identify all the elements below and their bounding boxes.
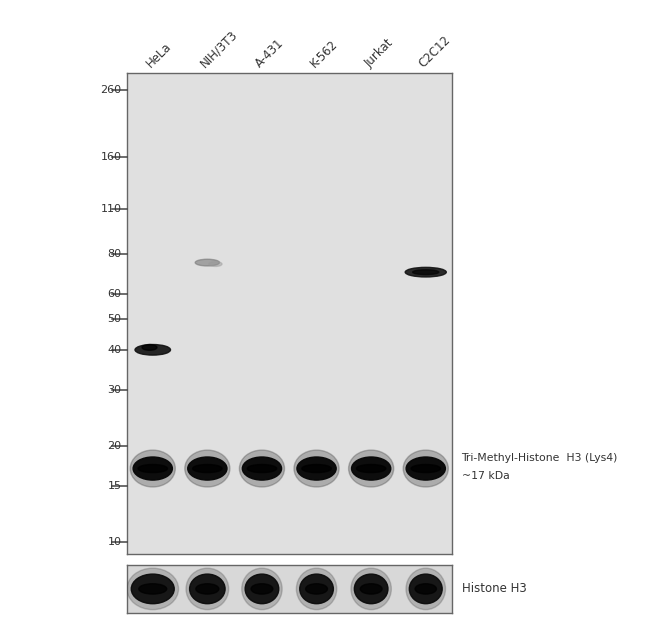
Ellipse shape (139, 583, 166, 594)
Ellipse shape (138, 464, 168, 473)
Ellipse shape (196, 583, 219, 594)
Text: 260: 260 (100, 85, 122, 95)
Ellipse shape (415, 583, 436, 594)
Text: HeLa: HeLa (144, 40, 174, 70)
Ellipse shape (209, 262, 222, 266)
Text: ~17 kDa: ~17 kDa (462, 471, 509, 481)
Ellipse shape (133, 457, 172, 480)
Text: Jurkat: Jurkat (362, 36, 396, 70)
Ellipse shape (413, 269, 439, 275)
Ellipse shape (302, 464, 332, 473)
Text: 60: 60 (107, 289, 122, 299)
Ellipse shape (245, 574, 279, 604)
Text: NIH/3T3: NIH/3T3 (198, 28, 240, 70)
Ellipse shape (406, 457, 445, 480)
Ellipse shape (352, 457, 391, 480)
Text: 80: 80 (107, 248, 122, 259)
Text: 110: 110 (101, 204, 122, 215)
Text: 50: 50 (107, 314, 122, 324)
Ellipse shape (296, 568, 337, 610)
Ellipse shape (242, 457, 281, 480)
Ellipse shape (130, 450, 176, 487)
Ellipse shape (411, 464, 441, 473)
Text: 10: 10 (107, 537, 122, 547)
Text: K-562: K-562 (307, 38, 340, 70)
Ellipse shape (135, 345, 170, 355)
Ellipse shape (294, 450, 339, 487)
Ellipse shape (300, 574, 333, 604)
Ellipse shape (297, 457, 336, 480)
Ellipse shape (195, 259, 220, 266)
Ellipse shape (242, 568, 282, 610)
Ellipse shape (186, 568, 229, 610)
Text: 30: 30 (107, 385, 122, 395)
Ellipse shape (247, 464, 277, 473)
Ellipse shape (192, 464, 222, 473)
Text: C2C12: C2C12 (417, 33, 453, 70)
Text: A-431: A-431 (253, 36, 287, 70)
Ellipse shape (360, 583, 382, 594)
Ellipse shape (356, 464, 386, 473)
Ellipse shape (406, 568, 445, 610)
Text: Histone H3: Histone H3 (462, 582, 526, 596)
Ellipse shape (127, 568, 179, 610)
Text: 20: 20 (107, 441, 122, 451)
Ellipse shape (405, 268, 447, 277)
Ellipse shape (354, 574, 388, 604)
Ellipse shape (251, 583, 273, 594)
Text: 40: 40 (107, 345, 122, 355)
Text: 15: 15 (107, 481, 122, 491)
Ellipse shape (131, 574, 174, 604)
Ellipse shape (348, 450, 394, 487)
Ellipse shape (306, 583, 328, 594)
Ellipse shape (351, 568, 391, 610)
Ellipse shape (239, 450, 285, 487)
Text: Tri-Methyl-Histone  H3 (Lys4): Tri-Methyl-Histone H3 (Lys4) (462, 454, 618, 463)
Ellipse shape (190, 574, 225, 604)
Ellipse shape (410, 574, 442, 604)
Ellipse shape (185, 450, 230, 487)
Ellipse shape (403, 450, 448, 487)
Ellipse shape (142, 345, 157, 350)
Ellipse shape (188, 457, 227, 480)
Text: 160: 160 (101, 152, 122, 162)
